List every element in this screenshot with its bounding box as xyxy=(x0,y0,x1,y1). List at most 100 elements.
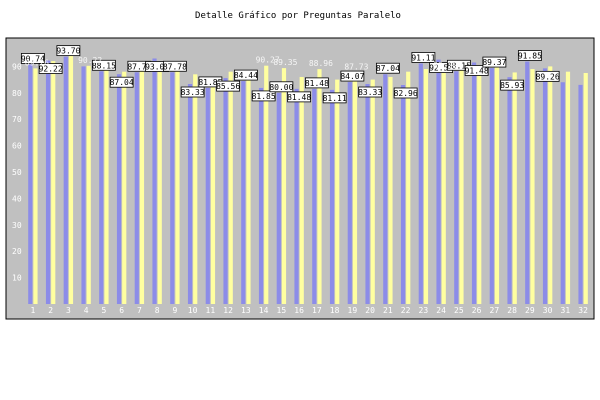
bar-series-b xyxy=(104,65,109,304)
data-label-box xyxy=(304,77,329,89)
x-tick-label: 26 xyxy=(472,306,482,315)
bar-series-b xyxy=(175,69,180,304)
bar-series-a xyxy=(454,71,459,304)
bar-series-b xyxy=(210,76,216,305)
x-tick-label: 1 xyxy=(30,306,35,315)
data-label: 90.22 xyxy=(78,56,102,65)
bar-series-b xyxy=(512,72,517,304)
data-label: 88.15 xyxy=(447,61,471,70)
x-tick-label: 27 xyxy=(490,306,500,315)
data-label: 87.78 xyxy=(127,62,151,71)
x-tick-label: 9 xyxy=(172,306,177,315)
data-label-box xyxy=(20,53,45,64)
data-label: 88.15 xyxy=(92,61,116,70)
bar-series-a xyxy=(471,62,477,304)
y-tick-label: 10 xyxy=(12,274,22,283)
data-label: 81.48 xyxy=(305,79,329,88)
x-tick-label: 12 xyxy=(223,306,233,315)
x-tick-label: 29 xyxy=(525,306,535,315)
data-label-box xyxy=(269,81,294,93)
bar-series-b xyxy=(193,74,198,304)
bar-series-b xyxy=(477,66,482,305)
x-tick-label: 3 xyxy=(66,306,71,315)
bar-series-b xyxy=(317,69,322,305)
x-tick-label: 15 xyxy=(277,306,287,315)
y-tick-label: 80 xyxy=(12,89,22,98)
data-label: 93.70 xyxy=(56,47,80,56)
x-tick-label: 8 xyxy=(155,306,160,315)
x-tick-label: 23 xyxy=(419,306,429,315)
bar-series-b xyxy=(370,79,375,304)
bar-series-a xyxy=(418,63,423,304)
data-label-box xyxy=(535,70,560,82)
bar-series-a xyxy=(152,58,157,305)
bar-series-a xyxy=(347,82,352,304)
bar-series-b xyxy=(299,76,304,305)
bar-series-a xyxy=(205,87,210,304)
data-label-box xyxy=(517,50,542,61)
x-tick-label: 2 xyxy=(48,306,53,315)
data-label-box xyxy=(56,45,81,57)
bar-series-a xyxy=(525,61,530,304)
x-tick-label: 17 xyxy=(312,306,322,315)
bar-series-b xyxy=(583,73,588,304)
data-label-box xyxy=(233,69,258,81)
bar-series-a xyxy=(507,77,512,304)
bars-group xyxy=(28,55,588,305)
bar-series-b xyxy=(530,69,535,304)
x-tick-label: 28 xyxy=(507,306,517,315)
bar-series-b xyxy=(406,71,411,305)
x-tick-label: 10 xyxy=(188,306,198,315)
data-label-box xyxy=(500,79,525,91)
bar-series-a xyxy=(134,72,139,304)
data-label: 89.26 xyxy=(25,58,49,67)
data-label: 83.33 xyxy=(181,88,205,97)
data-label-box xyxy=(464,65,489,76)
data-label-box xyxy=(375,62,400,74)
data-label-box xyxy=(91,59,116,71)
data-label-box xyxy=(393,87,418,99)
bar-series-a xyxy=(489,68,494,304)
data-label: 89.35 xyxy=(273,58,297,67)
x-tick-label: 4 xyxy=(84,306,89,315)
data-label: 89.26 xyxy=(536,72,560,81)
data-label: 81.85 xyxy=(252,92,276,101)
x-tick-label: 6 xyxy=(119,306,124,315)
data-label-box xyxy=(180,86,205,98)
bar-series-a xyxy=(187,84,193,304)
bar-series-a xyxy=(28,64,33,304)
bar-series-a xyxy=(45,60,51,304)
data-label: 87.04 xyxy=(110,78,134,87)
bar-series-b xyxy=(139,69,145,304)
y-tick-label: 30 xyxy=(12,221,22,230)
bar-series-a xyxy=(312,88,317,304)
data-label-box xyxy=(109,76,134,88)
data-label-box xyxy=(162,60,187,72)
bar-series-b xyxy=(423,69,429,304)
x-tick-label: 30 xyxy=(543,306,553,315)
bar-series-a xyxy=(578,84,583,304)
x-tick-label: 19 xyxy=(348,306,358,315)
data-label: 90.74 xyxy=(21,54,45,63)
bar-series-b xyxy=(494,65,500,304)
bar-series-a xyxy=(400,84,406,305)
bar-series-b xyxy=(459,66,464,305)
bar-series-b xyxy=(565,71,571,305)
y-tick-label: 20 xyxy=(12,247,22,256)
bar-series-b xyxy=(68,55,74,305)
data-label: 92.22 xyxy=(39,65,63,74)
data-label-box xyxy=(482,56,507,68)
bar-series-a xyxy=(294,88,299,304)
x-tick-label: 20 xyxy=(365,306,375,315)
bar-series-b xyxy=(122,71,127,305)
data-label: 85.56 xyxy=(216,82,240,91)
y-tick-label: 40 xyxy=(12,194,22,203)
bar-series-b xyxy=(281,68,287,305)
bar-series-a xyxy=(365,84,370,304)
y-tick-label: 90 xyxy=(12,62,22,71)
x-tick-label: 11 xyxy=(206,306,216,315)
data-label-box xyxy=(38,63,63,74)
bar-series-b xyxy=(388,76,393,305)
data-label: 88.96 xyxy=(309,59,333,68)
